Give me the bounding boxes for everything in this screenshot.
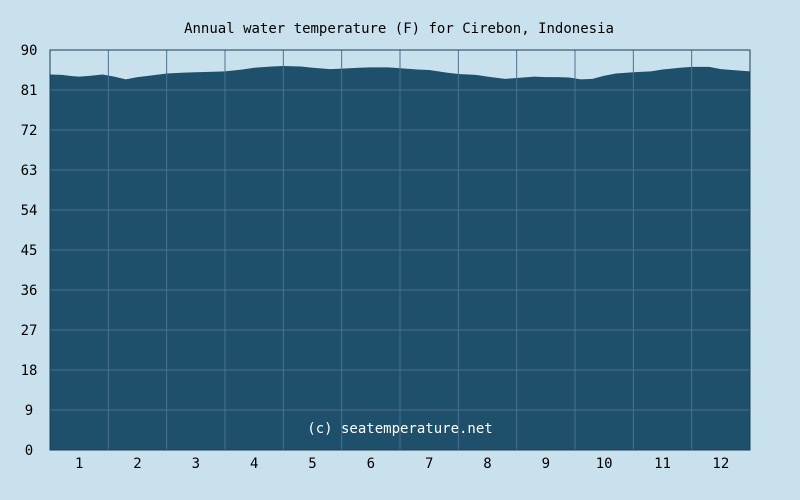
grid-layer [50,50,750,450]
x-tick-label: 9 [542,456,550,472]
y-tick-label: 45 [21,243,38,259]
x-tick-label: 1 [75,456,83,472]
x-tick-label: 10 [596,456,613,472]
x-axis: 1 2 3 4 5 6 7 8 9 10 11 12 [75,456,729,472]
x-tick-label: 7 [425,456,433,472]
x-tick-label: 2 [133,456,141,472]
y-tick-label: 72 [21,123,38,139]
x-tick-label: 11 [654,456,671,472]
y-tick-label: 18 [21,363,38,379]
y-tick-label: 9 [25,403,33,419]
y-tick-label: 90 [21,43,38,59]
chart-title: Annual water temperature (F) for Cirebon… [184,21,614,37]
x-tick-label: 12 [712,456,729,472]
y-tick-label: 54 [21,203,38,219]
plot-frame [49,49,751,451]
y-tick-label: 63 [21,163,38,179]
x-tick-label: 4 [250,456,258,472]
y-tick-label: 0 [25,443,33,459]
x-tick-label: 3 [192,456,200,472]
y-tick-label: 36 [21,283,38,299]
y-tick-label: 27 [21,323,38,339]
watermark: (c) seatemperature.net [307,421,492,437]
x-tick-label: 8 [483,456,491,472]
x-tick-label: 5 [308,456,316,472]
x-tick-label: 6 [367,456,375,472]
y-tick-label: 81 [21,83,38,99]
